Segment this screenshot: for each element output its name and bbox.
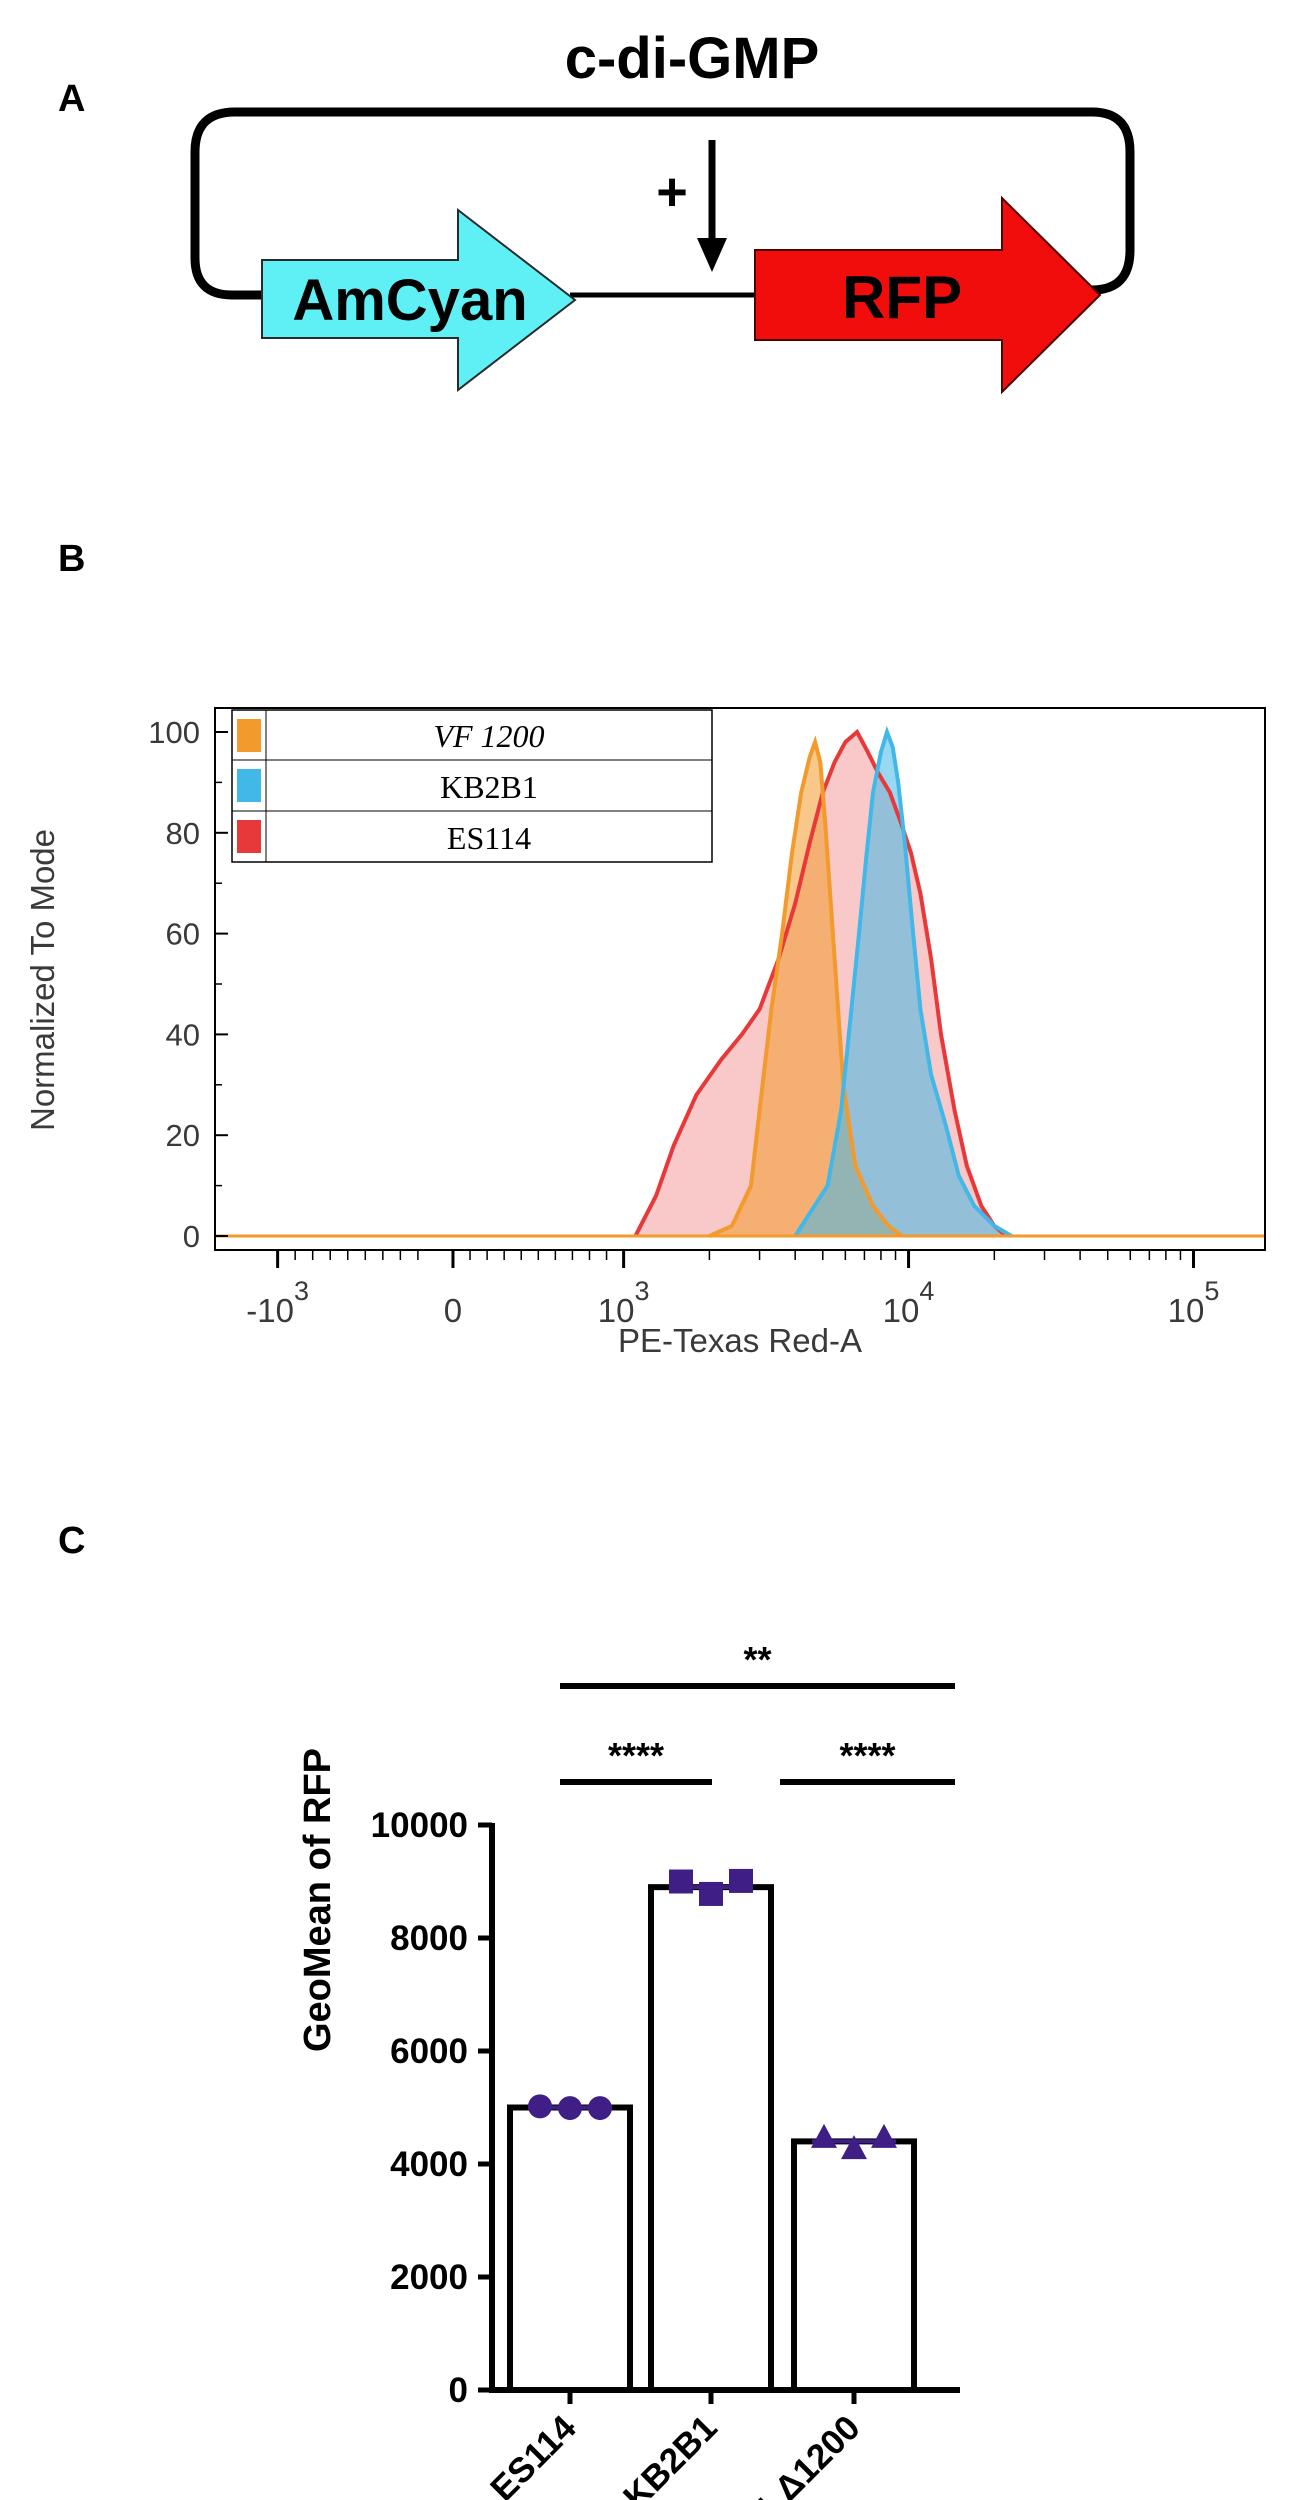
- legend-entry-kb2b1: KB2B1: [440, 769, 538, 805]
- histogram-line-kb2b1: [793, 725, 1013, 1238]
- amcyan-gene-arrow: [261, 207, 577, 393]
- data-point: [841, 2135, 867, 2160]
- bars: [507, 1884, 917, 2394]
- c-di-gmp-label: c-di-GMP: [565, 26, 820, 91]
- x-tick-label: 104: [883, 1276, 935, 1329]
- x-category-label: KB2B1: [616, 2408, 725, 2500]
- histogram-fill-vf1200: [709, 742, 903, 1236]
- replicate-points: [528, 1868, 897, 2160]
- x-category-label: ES114: [483, 2408, 584, 2500]
- histogram-line-es114: [633, 728, 1008, 1238]
- rfp-label: RFP: [842, 264, 962, 331]
- histogram-x-axis-label: PE-Texas Red-A: [618, 1322, 862, 1359]
- genetic-circuit-diagram: c-di-GMP + AmCyan RFP: [190, 26, 1135, 395]
- histogram-y-axis: 0 20 40 60 80 100: [148, 715, 228, 1254]
- rfp-gene-arrow: [754, 195, 1102, 395]
- activation-sign: +: [656, 162, 688, 222]
- y-tick-label: 2000: [390, 2258, 468, 2297]
- y-tick-label: 0: [449, 2371, 468, 2410]
- y-tick-label: 10000: [371, 1806, 468, 1845]
- histogram-frame: [214, 707, 1266, 1251]
- significance-label: **: [743, 1639, 771, 1680]
- y-tick-label: 8000: [390, 1919, 468, 1958]
- histogram-fills: [635, 732, 1012, 1236]
- data-point: [811, 2123, 837, 2148]
- legend-swatch-kb2b1: [237, 769, 261, 802]
- activation-arrow-head: [697, 238, 727, 272]
- feedback-loop: [190, 107, 1135, 300]
- histogram-legend: VF 1200 KB2B1 ES114: [231, 709, 713, 863]
- x-tick-label: 0: [444, 1292, 462, 1329]
- legend-swatch-vf1200: [237, 719, 261, 752]
- y-tick-label: 4000: [390, 2145, 468, 2184]
- flow-histogram: Normalized To Mode 0 20 40 60 80 100 -103 0 103…: [24, 707, 1266, 1359]
- y-tick-label: 0: [183, 1219, 200, 1254]
- bar-es114: [507, 2104, 633, 2393]
- y-tick-label: 80: [166, 816, 200, 851]
- data-point: [871, 2123, 897, 2148]
- x-tick-label: 103: [598, 1276, 650, 1329]
- histogram-fill-kb2b1: [795, 732, 1012, 1236]
- significance-label: ****: [839, 1735, 895, 1776]
- panel-label-b: B: [58, 538, 86, 580]
- significance-brackets: **** ******: [560, 1639, 955, 1785]
- legend-swatch-es114: [237, 820, 261, 853]
- y-tick-label: 20: [166, 1118, 200, 1153]
- histogram-y-axis-label: Normalized To Mode: [24, 829, 61, 1131]
- histogram-outlines: [215, 725, 1265, 1238]
- legend-entry-vf1200: VF 1200: [433, 718, 544, 754]
- histogram-line-vf1200: [708, 735, 904, 1238]
- y-tick-label: 6000: [390, 2032, 468, 2071]
- legend-entry-es114: ES114: [447, 820, 531, 856]
- y-tick-label: 60: [166, 917, 200, 952]
- data-point: [729, 1868, 753, 1893]
- y-tick-label: 100: [148, 715, 200, 750]
- bar-kb2b1-1200: [791, 2138, 917, 2394]
- histogram-x-axis: -103 0 103 104 105: [246, 1250, 1219, 1329]
- panel-label-c: C: [58, 1520, 86, 1562]
- amcyan-label: AmCyan: [292, 268, 527, 333]
- y-tick-label: 40: [166, 1017, 200, 1052]
- significance-label: ****: [608, 1735, 664, 1776]
- x-tick-label: 105: [1168, 1276, 1220, 1329]
- bar-kb2b1: [648, 1884, 774, 2393]
- bar-x-axis: ES114KB2B1KB2B1 Δ1200: [483, 2387, 960, 2500]
- bar-chart: GeoMean of RFP **** ****** 02000400060008…: [297, 1639, 960, 2500]
- data-point: [669, 1869, 693, 1894]
- panel-label-a: A: [58, 78, 86, 120]
- bar-y-axis: 0 2000 4000 6000 8000 10000: [371, 1806, 495, 2410]
- x-tick-label: -103: [246, 1276, 309, 1329]
- bar-y-axis-label: GeoMean of RFP: [297, 1748, 339, 2052]
